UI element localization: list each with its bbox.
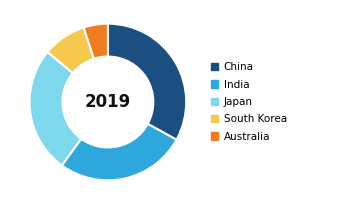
- Wedge shape: [62, 124, 176, 180]
- Wedge shape: [108, 24, 186, 140]
- Text: 2019: 2019: [85, 93, 131, 111]
- Legend: China, India, Japan, South Korea, Australia: China, India, Japan, South Korea, Austra…: [211, 62, 287, 142]
- Wedge shape: [48, 28, 94, 73]
- Wedge shape: [84, 24, 108, 59]
- Wedge shape: [30, 52, 81, 165]
